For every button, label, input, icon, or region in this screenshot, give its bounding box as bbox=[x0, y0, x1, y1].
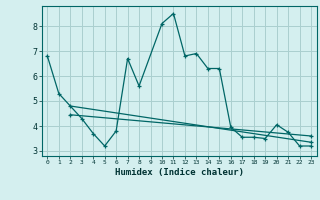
X-axis label: Humidex (Indice chaleur): Humidex (Indice chaleur) bbox=[115, 168, 244, 177]
